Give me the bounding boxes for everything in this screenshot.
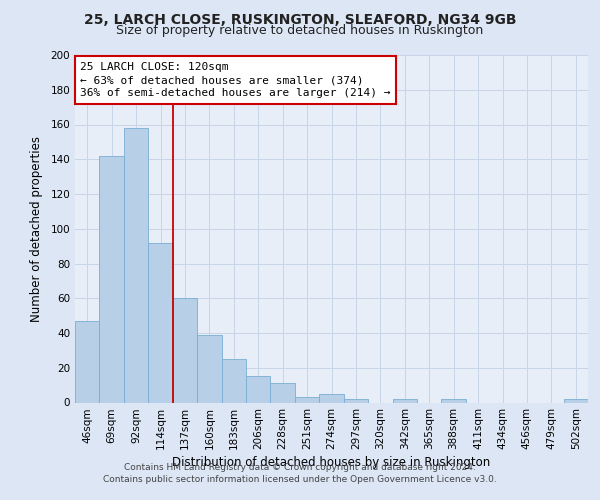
Bar [392, 399, 417, 402]
Text: Contains public sector information licensed under the Open Government Licence v3: Contains public sector information licen… [103, 475, 497, 484]
Text: Contains HM Land Registry data © Crown copyright and database right 2024.: Contains HM Land Registry data © Crown c… [124, 464, 476, 472]
Bar [246, 376, 271, 402]
Bar [173, 298, 197, 403]
Bar [563, 399, 588, 402]
Bar [442, 399, 466, 402]
Y-axis label: Number of detached properties: Number of detached properties [31, 136, 43, 322]
Bar [221, 359, 246, 403]
Text: 25 LARCH CLOSE: 120sqm
← 63% of detached houses are smaller (374)
36% of semi-de: 25 LARCH CLOSE: 120sqm ← 63% of detached… [80, 62, 391, 98]
Bar [319, 394, 344, 402]
Bar [124, 128, 148, 402]
Bar [75, 321, 100, 402]
Bar [148, 242, 173, 402]
X-axis label: Distribution of detached houses by size in Ruskington: Distribution of detached houses by size … [172, 456, 491, 469]
Text: Size of property relative to detached houses in Ruskington: Size of property relative to detached ho… [116, 24, 484, 37]
Bar [197, 334, 221, 402]
Bar [100, 156, 124, 402]
Bar [295, 398, 319, 402]
Text: 25, LARCH CLOSE, RUSKINGTON, SLEAFORD, NG34 9GB: 25, LARCH CLOSE, RUSKINGTON, SLEAFORD, N… [84, 12, 516, 26]
Bar [344, 399, 368, 402]
Bar [271, 384, 295, 402]
